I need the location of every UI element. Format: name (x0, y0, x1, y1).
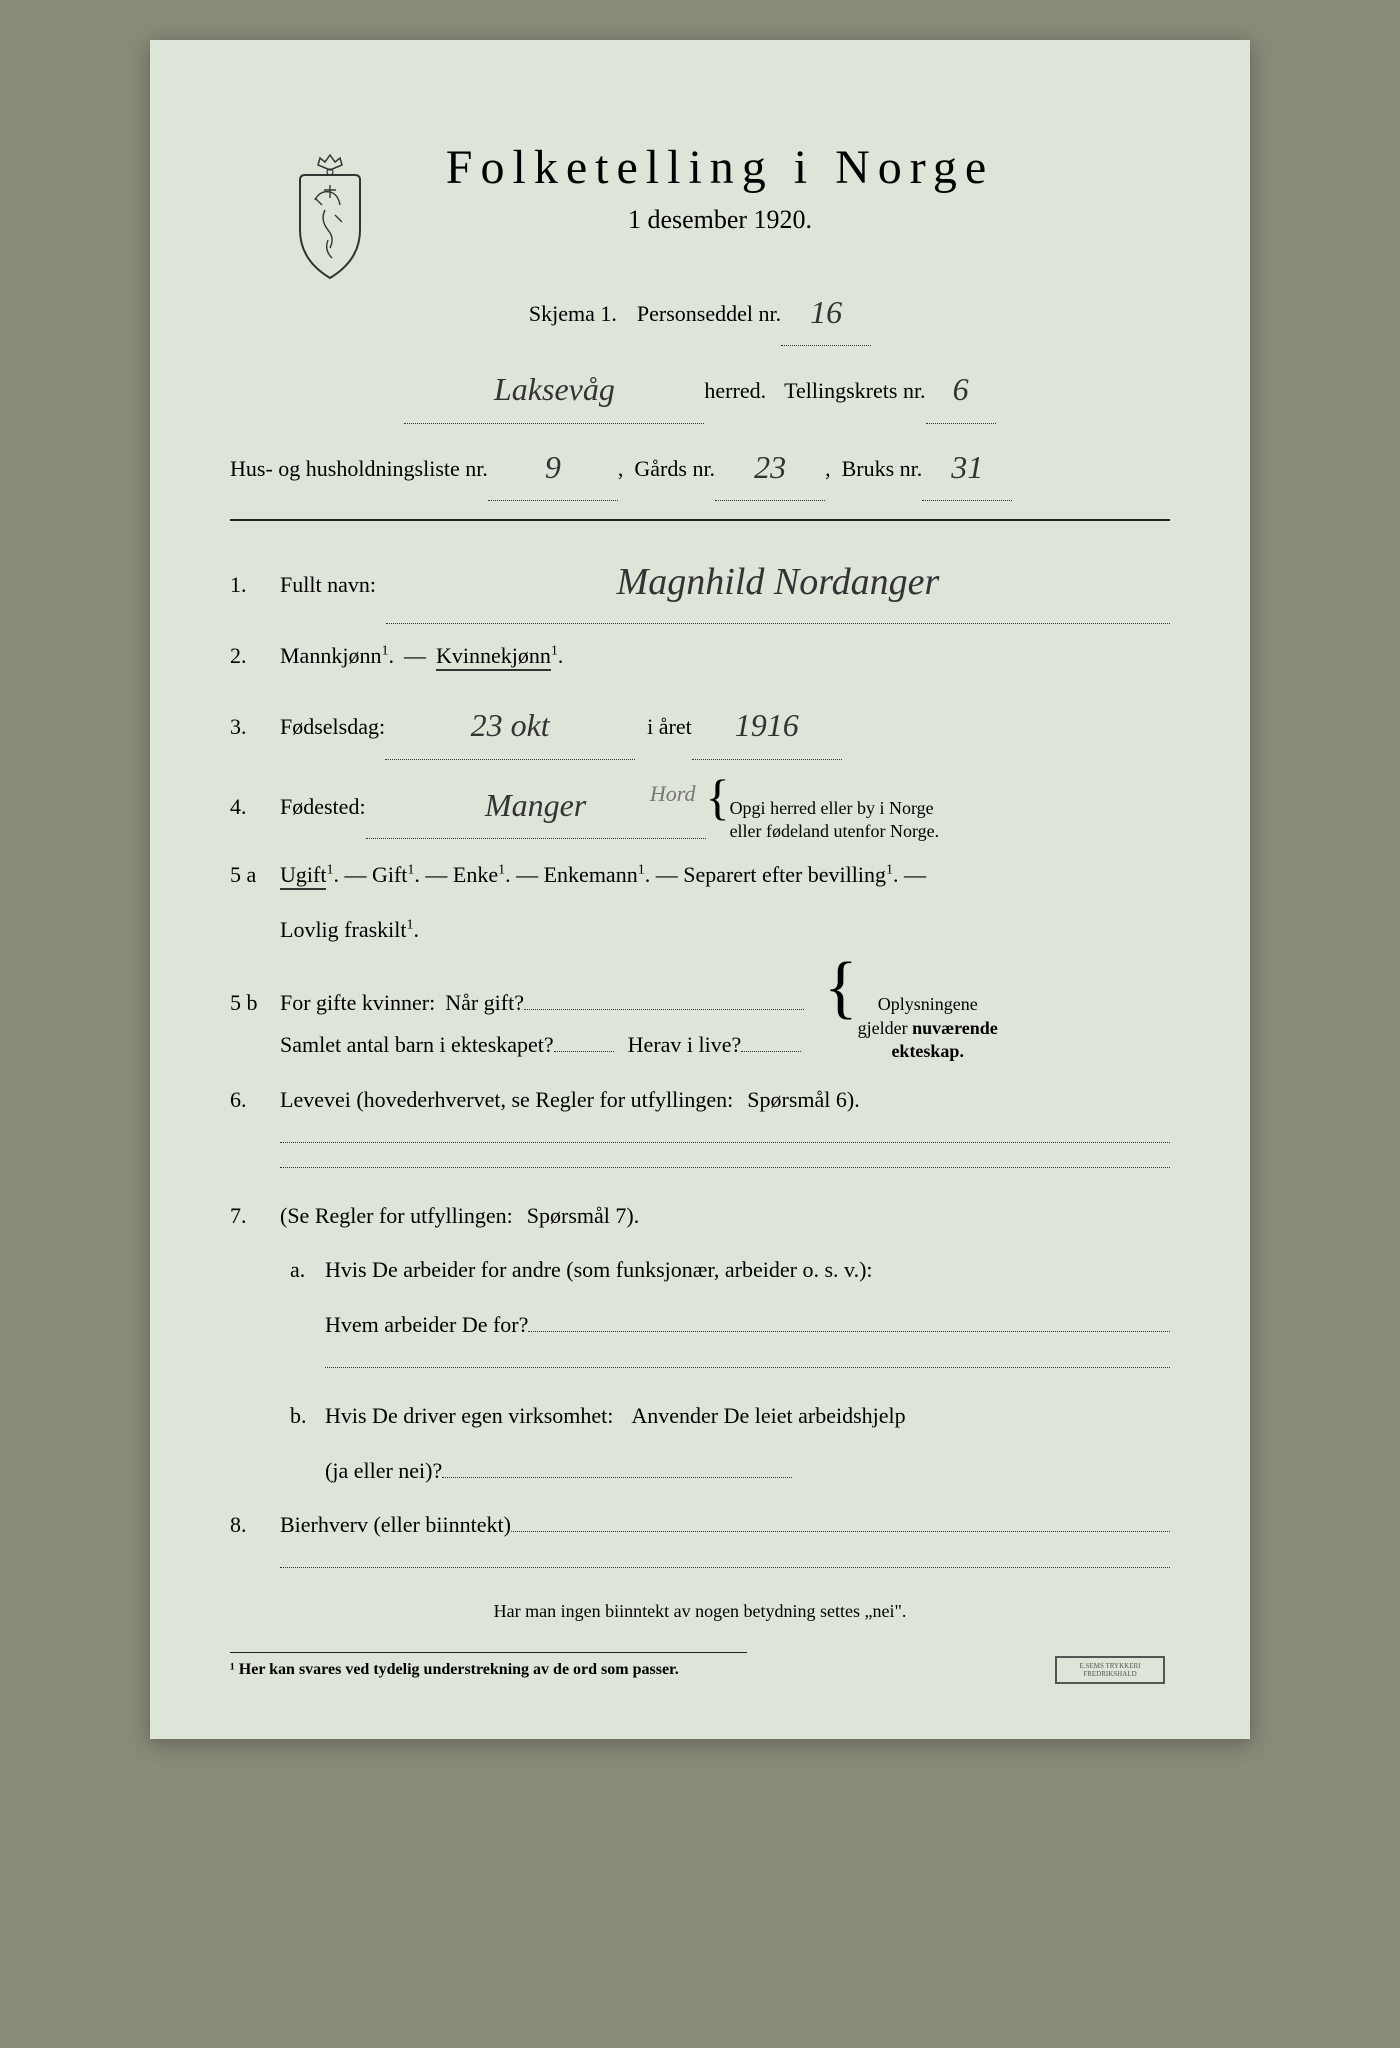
brace-icon: { (706, 777, 730, 817)
q7a-row2: Hvem arbeider De for? (230, 1301, 1170, 1349)
coat-of-arms-icon (280, 150, 380, 280)
header-line-2: Laksevåg herred. Tellingskrets nr. 6 (230, 352, 1170, 423)
q4-row: 4. Fødested: Manger Hord { Opgi herred e… (230, 768, 1170, 844)
q7a-row1: a. Hvis De arbeider for andre (som funks… (230, 1246, 1170, 1294)
q5b-label2: Når gift? (445, 979, 524, 1027)
herred-value: Laksevåg (494, 371, 615, 407)
husliste-label: Hus- og husholdningsliste nr. (230, 445, 488, 493)
q4-value: Manger (485, 787, 586, 823)
herred-label: herred. (704, 367, 766, 415)
gards-nr: 23 (754, 449, 786, 485)
q3-year-label: i året (647, 703, 692, 751)
q7-label2: Spørsmål 7). (527, 1192, 639, 1240)
q7b-row2: (ja eller nei)? (230, 1447, 1170, 1495)
q7a-line1: Hvis De arbeider for andre (som funksjon… (325, 1246, 873, 1294)
q5b-label1: For gifte kvinner: (280, 979, 435, 1027)
tellingskrets-label: Tellingskrets nr. (784, 367, 925, 415)
dotted-line (280, 1142, 1170, 1143)
printer-stamp: E.SEMS TRYKKERI FREDRIKSHALD (1055, 1656, 1165, 1684)
q7-num: 7. (230, 1192, 280, 1240)
q4-num: 4. (230, 783, 280, 831)
q4-value2: Hord (650, 770, 696, 856)
brace-icon: { (824, 960, 858, 1016)
q5a-num: 5 a (230, 851, 280, 899)
q4-note: Opgi herred eller by i Norge eller fødel… (730, 797, 940, 844)
q5b-note: Oplysningene gjelder nuværende ekteskap. (858, 993, 998, 1063)
q2-dash: — (404, 632, 426, 680)
q3-year: 1916 (735, 707, 799, 743)
divider (230, 519, 1170, 521)
q7b-line1: Hvis De driver egen virksomhet: (325, 1392, 613, 1440)
header-line-3: Hus- og husholdningsliste nr. 9 , Gårds … (230, 430, 1170, 501)
q3-label: Fødselsdag: (280, 703, 385, 751)
footnote: ¹ Her kan svares ved tydelig understrekn… (230, 1652, 747, 1679)
q2-row: 2. Mannkjønn1. — Kvinnekjønn1. (230, 632, 1170, 680)
q5a-opt0: Ugift1. (280, 851, 344, 899)
q7b-num: b. (290, 1392, 325, 1440)
q6-label2: Spørsmål 6). (747, 1076, 859, 1124)
q6-row: 6. Levevei (hovederhvervet, se Regler fo… (230, 1076, 1170, 1124)
q7b-row1: b. Hvis De driver egen virksomhet: Anven… (230, 1392, 1170, 1440)
footer-line: Har man ingen biinntekt av nogen betydni… (230, 1592, 1170, 1632)
q1-label: Fullt navn: (280, 561, 376, 609)
q7b-line2: Anvender De leiet arbeidshjelp (631, 1392, 905, 1440)
q6-label: Levevei (hovederhvervet, se Regler for u… (280, 1076, 733, 1124)
q5a-row: 5 a Ugift1. — Gift1. — Enke1. — Enkemann… (230, 851, 1170, 899)
census-form-document: Folketelling i Norge 1 desember 1920. Sk… (150, 40, 1250, 1739)
q5a-opt5: Lovlig fraskilt1. (280, 906, 419, 954)
dotted-line (280, 1567, 1170, 1568)
dotted-line (280, 1167, 1170, 1168)
gards-label: Gårds nr. (634, 445, 715, 493)
q5b-label4: Herav i live? (628, 1021, 742, 1069)
q6-num: 6. (230, 1076, 280, 1124)
q8-row: 8. Bierhverv (eller biinntekt) (230, 1501, 1170, 1549)
q5b-row2: Samlet antal barn i ekteskapet? Herav i … (230, 1021, 1170, 1069)
q8-label: Bierhverv (eller biinntekt) (280, 1501, 511, 1549)
q5a-opt4: Separert efter bevilling1. (678, 851, 904, 899)
q5a-row-cont: Lovlig fraskilt1. (230, 906, 1170, 954)
q3-day: 23 okt (471, 707, 550, 743)
bruks-nr: 31 (951, 449, 983, 485)
header-line-1: Skjema 1. Personseddel nr. 16 (230, 275, 1170, 346)
q7-row: 7. (Se Regler for utfyllingen: Spørsmål … (230, 1192, 1170, 1240)
q7a-num: a. (290, 1246, 325, 1294)
tellingskrets-nr: 6 (953, 371, 969, 407)
q2-opt-a: Mannkjønn1. (280, 632, 394, 680)
dotted-line (325, 1367, 1170, 1368)
husliste-nr: 9 (545, 449, 561, 485)
personseddel-label: Personseddel nr. (637, 290, 781, 338)
bruks-label: Bruks nr. (842, 445, 923, 493)
page-subtitle: 1 desember 1920. (270, 205, 1170, 235)
q7b-line3: (ja eller nei)? (325, 1447, 442, 1495)
page-title: Folketelling i Norge (270, 140, 1170, 195)
q1-row: 1. Fullt navn: Magnhild Nordanger (230, 539, 1170, 624)
q2-opt-b: Kvinnekjønn1. (436, 632, 563, 680)
q5b-num: 5 b (230, 979, 280, 1027)
q3-row: 3. Fødselsdag: 23 okt i året 1916 (230, 688, 1170, 759)
q5b-label3: Samlet antal barn i ekteskapet? (280, 1021, 554, 1069)
q1-num: 1. (230, 561, 280, 609)
q7a-line2: Hvem arbeider De for? (325, 1301, 528, 1349)
q7-label: (Se Regler for utfyllingen: (280, 1192, 513, 1240)
personseddel-nr: 16 (810, 294, 842, 330)
q5a-opt1: Gift1. (366, 851, 425, 899)
q5a-opt2: Enke1. (447, 851, 516, 899)
q8-num: 8. (230, 1501, 280, 1549)
q2-num: 2. (230, 632, 280, 680)
q1-value: Magnhild Nordanger (617, 561, 940, 603)
q3-num: 3. (230, 703, 280, 751)
q4-label: Fødested: (280, 783, 366, 831)
q5a-opt3: Enkemann1. (538, 851, 656, 899)
skjema-label: Skjema 1. (529, 290, 617, 338)
